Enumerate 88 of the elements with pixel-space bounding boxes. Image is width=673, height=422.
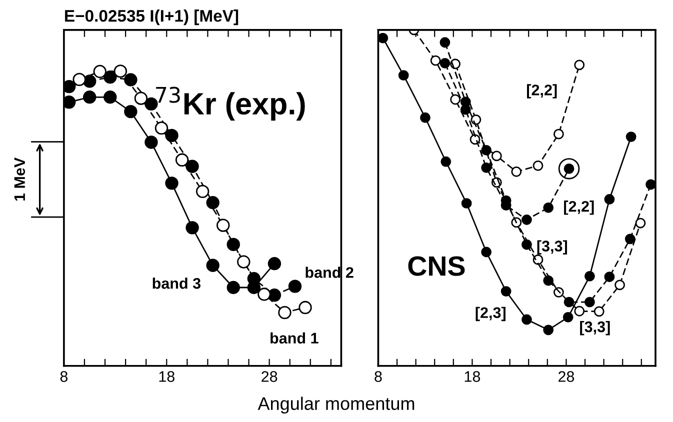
point bbox=[64, 96, 76, 109]
point bbox=[134, 92, 148, 105]
point bbox=[543, 324, 554, 336]
point bbox=[626, 132, 636, 142]
point bbox=[481, 145, 492, 156]
series-label: band 1 bbox=[270, 332, 318, 344]
point bbox=[186, 221, 199, 234]
point bbox=[114, 64, 128, 78]
x-tick-label: 28 bbox=[558, 371, 574, 382]
point bbox=[64, 80, 76, 94]
point bbox=[500, 286, 512, 297]
point bbox=[604, 194, 615, 204]
point bbox=[461, 198, 472, 208]
point bbox=[574, 306, 585, 316]
point bbox=[584, 296, 595, 308]
point bbox=[543, 202, 554, 213]
x-tick-label: 8 bbox=[374, 371, 382, 382]
x-tick-label: 8 bbox=[60, 371, 68, 382]
point bbox=[470, 114, 482, 125]
point bbox=[83, 90, 96, 104]
x-tick-label: 28 bbox=[262, 371, 278, 382]
point bbox=[450, 94, 461, 105]
point bbox=[522, 314, 532, 325]
point bbox=[258, 288, 271, 301]
point bbox=[104, 90, 117, 104]
point bbox=[420, 112, 430, 123]
point bbox=[226, 238, 240, 252]
point bbox=[430, 55, 441, 66]
point bbox=[226, 280, 240, 294]
point bbox=[298, 300, 312, 314]
point bbox=[268, 257, 282, 270]
series-label: band 2 bbox=[306, 266, 354, 278]
point bbox=[206, 258, 220, 272]
point bbox=[481, 162, 492, 173]
point bbox=[154, 121, 168, 135]
point bbox=[165, 128, 178, 142]
point bbox=[93, 64, 106, 78]
y-axis-title: E−0.02535 I(I+1) [MeV] bbox=[65, 10, 238, 26]
point bbox=[440, 156, 452, 167]
point bbox=[562, 312, 574, 322]
point bbox=[175, 153, 189, 167]
point bbox=[604, 272, 615, 282]
point bbox=[543, 275, 554, 286]
point bbox=[614, 280, 625, 290]
point bbox=[398, 70, 409, 81]
annotation: CNS bbox=[408, 256, 465, 276]
series-label: [3,3] bbox=[537, 240, 568, 255]
x-tick-label: 18 bbox=[464, 371, 480, 382]
point bbox=[511, 166, 522, 177]
series-label: band 3 bbox=[152, 278, 201, 289]
point bbox=[206, 196, 220, 210]
series-label: [2,3] bbox=[476, 306, 506, 322]
point bbox=[564, 296, 574, 308]
text: 1 MeV bbox=[14, 157, 26, 201]
point bbox=[144, 136, 158, 149]
series-label: [2,2] bbox=[564, 200, 594, 215]
point bbox=[237, 255, 250, 268]
point bbox=[553, 128, 564, 140]
x-tick-label: 18 bbox=[159, 371, 174, 382]
point bbox=[646, 179, 656, 190]
point bbox=[574, 60, 585, 70]
point bbox=[124, 73, 138, 86]
series-label: [3,3] bbox=[580, 321, 610, 336]
point bbox=[216, 218, 230, 232]
point bbox=[624, 234, 636, 244]
point bbox=[278, 306, 292, 320]
point bbox=[460, 96, 471, 108]
point bbox=[186, 160, 199, 173]
point bbox=[196, 184, 210, 198]
point bbox=[522, 214, 532, 225]
point bbox=[532, 160, 544, 171]
point bbox=[124, 104, 138, 118]
point bbox=[440, 58, 450, 68]
point bbox=[635, 218, 646, 228]
point bbox=[165, 176, 178, 190]
point bbox=[247, 272, 261, 286]
point bbox=[378, 32, 388, 44]
annotation: $^{73}$Kr (exp.) bbox=[156, 86, 305, 121]
point bbox=[288, 280, 302, 293]
point bbox=[481, 246, 492, 258]
point bbox=[522, 239, 532, 250]
series-label: [2,2] bbox=[527, 84, 557, 98]
point bbox=[440, 37, 450, 48]
point bbox=[491, 150, 502, 162]
point bbox=[584, 270, 595, 282]
x-axis-title: Angular momentum bbox=[258, 396, 414, 414]
point bbox=[594, 306, 604, 317]
point bbox=[72, 72, 86, 86]
